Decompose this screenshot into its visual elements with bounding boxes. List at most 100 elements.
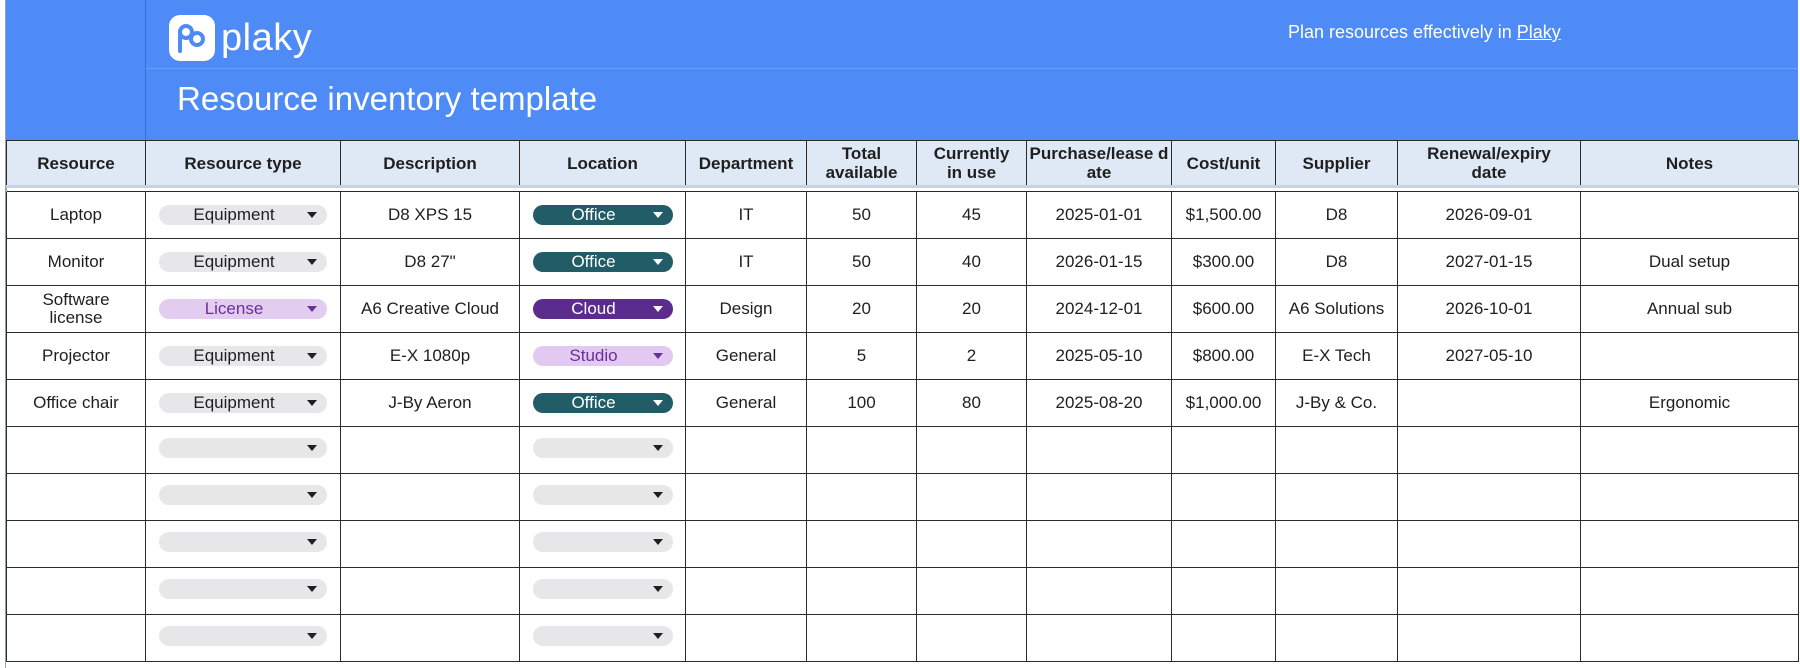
empty-cell[interactable]	[1580, 614, 1799, 662]
empty-cell[interactable]	[6, 614, 146, 662]
cell-total[interactable]: 50	[806, 191, 917, 239]
empty-cell[interactable]	[1026, 426, 1172, 474]
cell-location[interactable]: Studio	[519, 332, 686, 380]
empty-cell[interactable]	[1580, 426, 1799, 474]
cell-department[interactable]: IT	[685, 191, 807, 239]
column-header[interactable]: Resource type	[145, 140, 341, 188]
empty-cell[interactable]	[1275, 520, 1398, 568]
empty-cell[interactable]	[1275, 473, 1398, 521]
empty-cell[interactable]	[916, 567, 1027, 615]
cell-department[interactable]: General	[685, 379, 807, 427]
empty-cell[interactable]	[916, 614, 1027, 662]
location-dropdown[interactable]	[532, 579, 673, 599]
empty-cell[interactable]	[1397, 614, 1581, 662]
cell-supplier[interactable]: J-By & Co.	[1275, 379, 1398, 427]
cell-type[interactable]: Equipment	[145, 379, 341, 427]
cell-resource[interactable]: Laptop	[6, 191, 146, 239]
cell-resource[interactable]: Office chair	[6, 379, 146, 427]
empty-cell[interactable]	[1397, 567, 1581, 615]
empty-cell[interactable]	[340, 520, 520, 568]
resource-type-dropdown[interactable]	[159, 579, 327, 599]
cell-renewal[interactable]: 2027-05-10	[1397, 332, 1581, 380]
cell-cost[interactable]: $300.00	[1171, 238, 1276, 286]
plaky-logo[interactable]: plaky	[169, 15, 312, 61]
column-header[interactable]: Notes	[1580, 140, 1799, 188]
column-header[interactable]: Currently in use	[916, 140, 1027, 188]
cell-type[interactable]: Equipment	[145, 238, 341, 286]
empty-cell[interactable]	[145, 520, 341, 568]
cell-purchase[interactable]: 2025-08-20	[1026, 379, 1172, 427]
empty-cell[interactable]	[6, 473, 146, 521]
column-header[interactable]: Supplier	[1275, 140, 1398, 188]
empty-cell[interactable]	[1171, 426, 1276, 474]
cell-department[interactable]: IT	[685, 238, 807, 286]
cell-location[interactable]: Office	[519, 379, 686, 427]
column-header[interactable]: Cost/unit	[1171, 140, 1276, 188]
empty-cell[interactable]	[806, 520, 917, 568]
empty-cell[interactable]	[519, 426, 686, 474]
resource-type-dropdown[interactable]	[159, 438, 327, 458]
cell-total[interactable]: 5	[806, 332, 917, 380]
empty-cell[interactable]	[1580, 520, 1799, 568]
empty-cell[interactable]	[145, 567, 341, 615]
cell-notes[interactable]: Dual setup	[1580, 238, 1799, 286]
column-header[interactable]: Renewal/expiry date	[1397, 140, 1581, 188]
resource-type-dropdown[interactable]: Equipment	[159, 346, 327, 366]
cell-purchase[interactable]: 2025-05-10	[1026, 332, 1172, 380]
cell-in-use[interactable]: 2	[916, 332, 1027, 380]
empty-cell[interactable]	[145, 426, 341, 474]
cell-description[interactable]: J-By Aeron	[340, 379, 520, 427]
empty-cell[interactable]	[685, 473, 807, 521]
column-header[interactable]: Purchase/lease date	[1026, 140, 1172, 188]
resource-type-dropdown[interactable]	[159, 532, 327, 552]
cell-in-use[interactable]: 40	[916, 238, 1027, 286]
column-header[interactable]: Department	[685, 140, 807, 188]
cell-location[interactable]: Office	[519, 191, 686, 239]
empty-cell[interactable]	[1275, 567, 1398, 615]
cell-department[interactable]: Design	[685, 285, 807, 333]
empty-cell[interactable]	[685, 520, 807, 568]
location-dropdown[interactable]	[532, 485, 673, 505]
empty-cell[interactable]	[1397, 426, 1581, 474]
empty-cell[interactable]	[1026, 520, 1172, 568]
resource-type-dropdown[interactable]	[159, 485, 327, 505]
column-header[interactable]: Description	[340, 140, 520, 188]
column-header[interactable]: Resource	[6, 140, 146, 188]
empty-cell[interactable]	[519, 473, 686, 521]
empty-cell[interactable]	[1171, 520, 1276, 568]
cell-description[interactable]: E-X 1080p	[340, 332, 520, 380]
location-dropdown[interactable]	[532, 438, 673, 458]
cell-resource[interactable]: Software license	[6, 285, 146, 333]
cell-location[interactable]: Office	[519, 238, 686, 286]
empty-cell[interactable]	[1580, 473, 1799, 521]
empty-cell[interactable]	[685, 567, 807, 615]
empty-cell[interactable]	[1171, 567, 1276, 615]
cell-notes[interactable]	[1580, 191, 1799, 239]
cell-description[interactable]: D8 XPS 15	[340, 191, 520, 239]
empty-cell[interactable]	[916, 426, 1027, 474]
cell-notes[interactable]	[1580, 332, 1799, 380]
empty-cell[interactable]	[1171, 473, 1276, 521]
cell-cost[interactable]: $800.00	[1171, 332, 1276, 380]
cell-department[interactable]: General	[685, 332, 807, 380]
cell-supplier[interactable]: E-X Tech	[1275, 332, 1398, 380]
cell-total[interactable]: 100	[806, 379, 917, 427]
resource-type-dropdown[interactable]	[159, 626, 327, 646]
empty-cell[interactable]	[685, 426, 807, 474]
cell-in-use[interactable]: 20	[916, 285, 1027, 333]
empty-cell[interactable]	[145, 473, 341, 521]
plaky-link[interactable]: Plaky	[1516, 22, 1561, 42]
cell-type[interactable]: Equipment	[145, 332, 341, 380]
empty-cell[interactable]	[519, 520, 686, 568]
empty-cell[interactable]	[340, 473, 520, 521]
cell-purchase[interactable]: 2025-01-01	[1026, 191, 1172, 239]
empty-cell[interactable]	[806, 567, 917, 615]
cell-description[interactable]: A6 Creative Cloud	[340, 285, 520, 333]
empty-cell[interactable]	[6, 567, 146, 615]
cell-renewal[interactable]	[1397, 379, 1581, 427]
cell-supplier[interactable]: D8	[1275, 191, 1398, 239]
cell-renewal[interactable]: 2027-01-15	[1397, 238, 1581, 286]
location-dropdown[interactable]: Office	[532, 252, 673, 272]
resource-type-dropdown[interactable]: Equipment	[159, 252, 327, 272]
empty-cell[interactable]	[1397, 473, 1581, 521]
